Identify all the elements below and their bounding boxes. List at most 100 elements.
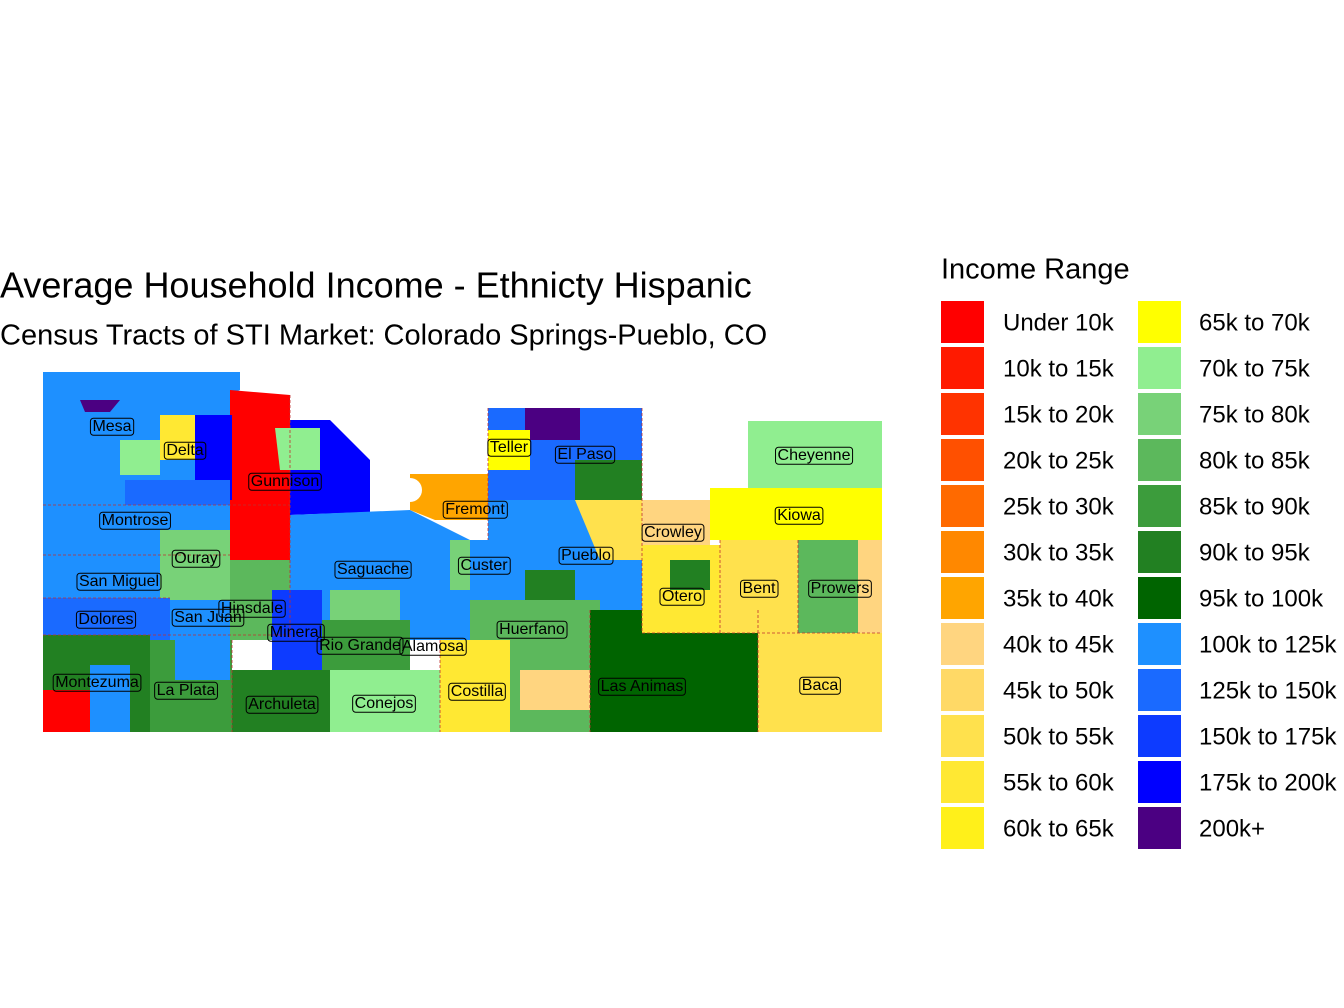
county-label-box	[558, 546, 614, 565]
county-label-box	[740, 579, 779, 598]
county-label-box	[245, 695, 319, 714]
legend-swatch	[941, 715, 984, 757]
county-label: Archuleta	[248, 696, 316, 713]
legend-label: 65k to 70k	[1199, 309, 1311, 336]
county-label-box	[641, 523, 705, 542]
county-label-box	[774, 506, 824, 525]
county-label-box	[248, 472, 322, 491]
county-label-box	[75, 610, 137, 629]
county-label: Teller	[490, 439, 529, 456]
county-label-box	[334, 560, 412, 579]
county-label-box	[598, 677, 686, 696]
legend-swatch	[1138, 301, 1181, 343]
legend-title: Income Range	[941, 254, 1130, 286]
county-label: Las Animas	[601, 678, 684, 695]
legend-swatch	[941, 761, 984, 803]
county-label: Alamosa	[402, 638, 464, 655]
legend-swatch	[941, 301, 984, 343]
county-label-box	[799, 676, 841, 695]
county-label: Ouray	[174, 550, 218, 567]
legend-swatch	[1138, 439, 1181, 481]
legend-label: 100k to 125k	[1199, 631, 1337, 658]
county-label-box	[457, 556, 511, 575]
county-label: Montezuma	[55, 674, 139, 691]
county-label: Mineral	[270, 624, 322, 641]
legend-label: 55k to 60k	[1003, 769, 1115, 796]
legend-label: 75k to 80k	[1199, 401, 1311, 428]
county-label: Dolores	[78, 611, 133, 628]
county-label-box	[442, 500, 508, 519]
legend-label: 15k to 20k	[1003, 401, 1115, 428]
county-label: Bent	[743, 580, 776, 597]
legend-label: 25k to 30k	[1003, 493, 1115, 520]
legend-swatch	[1138, 485, 1181, 527]
legend-label: 80k to 85k	[1199, 447, 1311, 474]
county-label: Custer	[460, 557, 508, 574]
legend-swatch	[1138, 761, 1181, 803]
legend-swatch	[941, 807, 984, 849]
county-label-box	[89, 417, 135, 436]
county-label: Prowers	[811, 580, 870, 597]
legend-label: 85k to 90k	[1199, 493, 1311, 520]
county-label: Montrose	[102, 512, 169, 529]
county-label: San Miguel	[79, 573, 159, 590]
title: Average Household Income - Ethnicty Hisp…	[0, 265, 752, 306]
county-label: Mesa	[92, 418, 131, 435]
county-label: Otero	[662, 588, 702, 605]
legend-swatch	[1138, 669, 1181, 711]
county-label: Cheyenne	[778, 447, 851, 464]
legend-label: 200k+	[1199, 815, 1265, 842]
legend-label: 125k to 150k	[1199, 677, 1337, 704]
legend-swatch	[941, 439, 984, 481]
map	[43, 372, 882, 732]
legend-label: 150k to 175k	[1199, 723, 1337, 750]
county-label: Rio Grande	[319, 637, 401, 654]
county-label: Baca	[802, 677, 839, 694]
legend-label: 45k to 50k	[1003, 677, 1115, 704]
county-labels: Mesa Delta Gunnison Montrose Ouray San Miguel…	[52, 417, 872, 714]
legend-label: 70k to 75k	[1199, 355, 1311, 382]
legend-label: 95k to 100k	[1199, 585, 1324, 612]
legend-swatch	[1138, 807, 1181, 849]
county-label: Gunnison	[251, 473, 320, 490]
county-label-box	[775, 446, 854, 465]
county-label-box	[171, 549, 221, 568]
county-label: Crowley	[644, 524, 702, 541]
county-label: El Paso	[557, 446, 612, 463]
legend-label: 10k to 15k	[1003, 355, 1115, 382]
subtitle: Census Tracts of STI Market: Colorado Sp…	[0, 320, 767, 352]
county-label-box	[52, 673, 142, 692]
county-label: Pueblo	[561, 547, 611, 564]
legend-swatch	[1138, 577, 1181, 619]
legend-label: Under 10k	[1003, 309, 1115, 336]
county-label-box	[163, 441, 207, 460]
county-label: Kiowa	[777, 507, 821, 524]
legend-swatch	[941, 669, 984, 711]
county-label: Conejos	[355, 695, 414, 712]
county-label-box	[99, 511, 171, 530]
legend-label: 60k to 65k	[1003, 815, 1115, 842]
legend-swatch	[941, 393, 984, 435]
county-label-box	[808, 579, 872, 598]
county-label-box	[316, 636, 404, 655]
county-label-box	[76, 572, 162, 591]
legend-label: 30k to 35k	[1003, 539, 1115, 566]
county-label: Huerfano	[499, 621, 565, 638]
legend-label: 35k to 40k	[1003, 585, 1115, 612]
county-label: Fremont	[445, 501, 505, 518]
county-label-box	[554, 445, 616, 464]
legend-swatch	[941, 531, 984, 573]
county-label-box	[448, 682, 506, 701]
legend-swatch	[941, 347, 984, 389]
county-label: La Plata	[157, 682, 216, 699]
county-label-box	[496, 620, 568, 639]
county-label: Saguache	[337, 561, 409, 578]
legend-label: 20k to 25k	[1003, 447, 1115, 474]
county-label-box	[399, 637, 467, 656]
legend-label: 175k to 200k	[1199, 769, 1337, 796]
county-label-box	[267, 623, 325, 642]
county-label: San Juan	[174, 609, 242, 626]
county-label: Costilla	[451, 683, 504, 700]
county-label-box	[487, 438, 532, 457]
